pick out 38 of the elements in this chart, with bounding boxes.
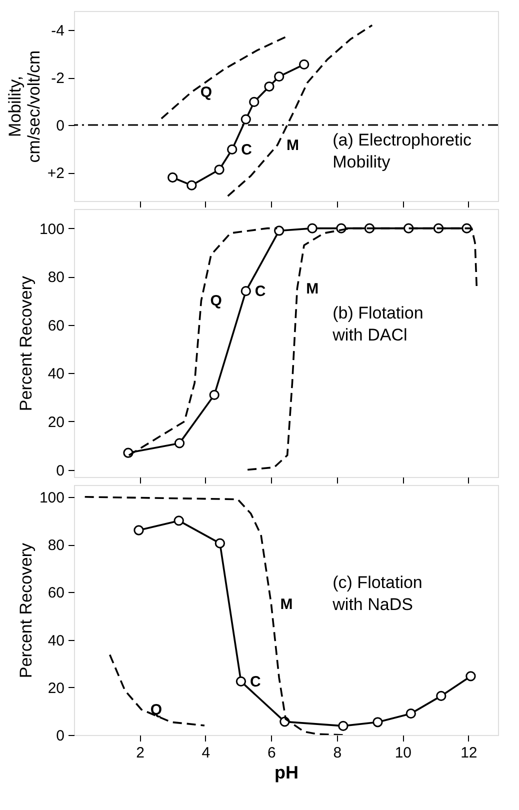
y-tick-label: -2 [51,70,64,87]
y-axis-title: Percent Recovery [16,275,36,412]
annotation: Q [200,84,212,102]
y-tick-label: 40 [48,366,64,383]
annotation: C [241,141,252,158]
annotation: (a) Electrophoretic Mobility [332,130,472,172]
annotation: Q [210,292,222,310]
y-axis-title: Mobility, cm/sec/volt/cm [5,50,44,163]
y-tick-label: 80 [48,537,64,554]
annotation: M [306,280,319,298]
x-tick-label: 12 [460,744,478,762]
y-tick-label: 0 [56,118,64,134]
x-tick-label: 2 [136,744,144,762]
y-tick-label: +2 [47,165,64,182]
x-tick-label: 10 [394,744,412,762]
y-tick-label: 20 [48,680,64,697]
y-axis-title: Percent Recovery [16,542,36,678]
annotation: C [254,283,266,300]
x-axis-title: pH [274,762,298,782]
x-tick-label: 4 [202,744,210,762]
x-tick-label: 6 [268,744,276,762]
annotation: M [280,596,293,614]
annotation: (b) Flotation with DACl [332,303,424,344]
y-tick-label: 100 [39,220,64,238]
annotation: Q [150,702,162,719]
annotation: C [250,673,261,690]
y-tick-label: 60 [48,317,64,334]
annotation: (c) Flotation with NaDS [332,573,422,614]
y-tick-label: 80 [48,269,64,286]
y-tick-label: 0 [56,728,64,744]
y-tick-label: 20 [48,414,64,431]
y-tick-label: 40 [48,632,64,650]
y-tick-label: -4 [51,22,64,40]
y-tick-label: 100 [39,489,64,506]
y-tick-label: 60 [48,584,64,602]
annotation: M [286,136,299,154]
y-tick-label: 0 [56,462,64,480]
x-tick-label: 8 [333,744,342,762]
